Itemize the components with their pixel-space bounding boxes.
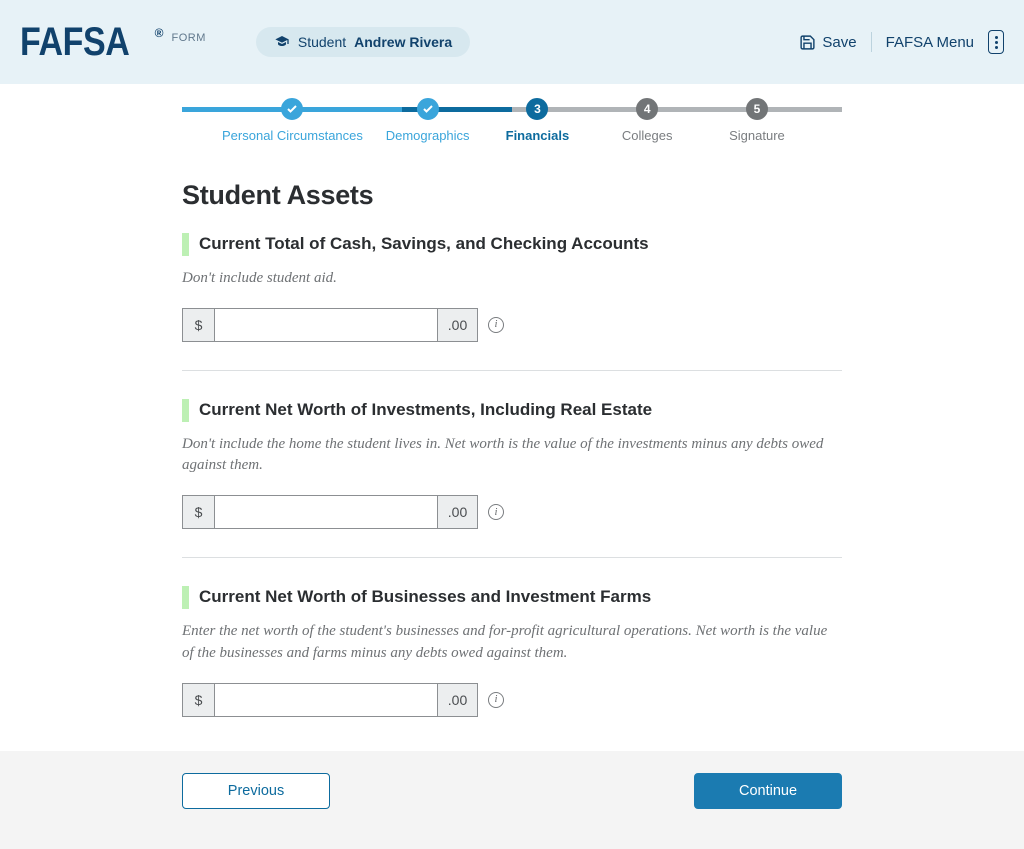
step-demographics[interactable]: Demographics	[383, 98, 473, 143]
accent-bar	[182, 586, 189, 609]
step-label: Financials	[506, 128, 570, 143]
save-label: Save	[822, 34, 856, 51]
question-help: Don't include student aid.	[182, 268, 842, 290]
step-number: 5	[746, 98, 768, 120]
info-icon[interactable]: i	[488, 504, 504, 520]
page-title: Student Assets	[182, 180, 842, 211]
student-name: Andrew Rivera	[354, 34, 452, 50]
info-icon[interactable]: i	[488, 317, 504, 333]
investments-input[interactable]	[215, 496, 437, 528]
step-label: Demographics	[386, 128, 470, 143]
step-colleges[interactable]: 4 Colleges	[602, 98, 692, 143]
step-number: 3	[526, 98, 548, 120]
question-title: Current Net Worth of Investments, Includ…	[199, 399, 652, 422]
save-icon	[799, 34, 816, 51]
currency-suffix: .00	[437, 496, 477, 528]
continue-button[interactable]: Continue	[694, 773, 842, 809]
step-label: Personal Circumstances	[222, 128, 363, 143]
step-label: Colleges	[622, 128, 673, 143]
student-pill[interactable]: Student Andrew Rivera	[256, 27, 470, 57]
question-title: Current Total of Cash, Savings, and Chec…	[199, 233, 649, 256]
header-band: FAFSA ® FORM Student Andrew Rivera Save …	[0, 0, 1024, 84]
brand-name: FAFSA	[20, 22, 129, 62]
footer-nav: Previous Continue	[0, 751, 1024, 849]
check-icon	[417, 98, 439, 120]
currency-prefix: $	[183, 684, 215, 716]
question-investments: Current Net Worth of Investments, Includ…	[182, 399, 842, 529]
brand-suffix: FORM	[171, 32, 205, 44]
currency-prefix: $	[183, 496, 215, 528]
step-label: Signature	[729, 128, 785, 143]
currency-suffix: .00	[437, 684, 477, 716]
header-actions: Save FAFSA Menu	[799, 30, 1004, 54]
question-cash-savings: Current Total of Cash, Savings, and Chec…	[182, 233, 842, 342]
accent-bar	[182, 233, 189, 256]
student-icon	[274, 34, 290, 50]
step-financials[interactable]: 3 Financials	[492, 98, 582, 143]
question-help: Enter the net worth of the student's bus…	[182, 621, 842, 665]
kebab-menu-button[interactable]	[988, 30, 1004, 54]
currency-suffix: .00	[437, 309, 477, 341]
brand-logo: FAFSA ® FORM	[20, 22, 206, 62]
main-content: Student Assets Current Total of Cash, Sa…	[182, 180, 842, 717]
accent-bar	[182, 399, 189, 422]
currency-prefix: $	[183, 309, 215, 341]
brand-registered: ®	[155, 26, 164, 40]
question-help: Don't include the home the student lives…	[182, 434, 842, 478]
step-signature[interactable]: 5 Signature	[712, 98, 802, 143]
divider	[182, 557, 842, 558]
step-personal-circumstances[interactable]: Personal Circumstances	[222, 98, 363, 143]
currency-input-group: $ .00	[182, 308, 478, 342]
check-icon	[281, 98, 303, 120]
step-number: 4	[636, 98, 658, 120]
currency-input-group: $ .00	[182, 495, 478, 529]
divider	[182, 370, 842, 371]
divider	[871, 32, 872, 52]
cash-savings-input[interactable]	[215, 309, 437, 341]
businesses-input[interactable]	[215, 684, 437, 716]
info-icon[interactable]: i	[488, 692, 504, 708]
question-title: Current Net Worth of Businesses and Inve…	[199, 586, 651, 609]
progress-stepper: Personal Circumstances Demographics 3 Fi…	[182, 98, 842, 158]
fafsa-menu-link[interactable]: FAFSA Menu	[886, 34, 974, 51]
question-businesses: Current Net Worth of Businesses and Inve…	[182, 586, 842, 716]
previous-button[interactable]: Previous	[182, 773, 330, 809]
save-button[interactable]: Save	[799, 34, 856, 51]
student-prefix: Student	[298, 34, 346, 50]
currency-input-group: $ .00	[182, 683, 478, 717]
